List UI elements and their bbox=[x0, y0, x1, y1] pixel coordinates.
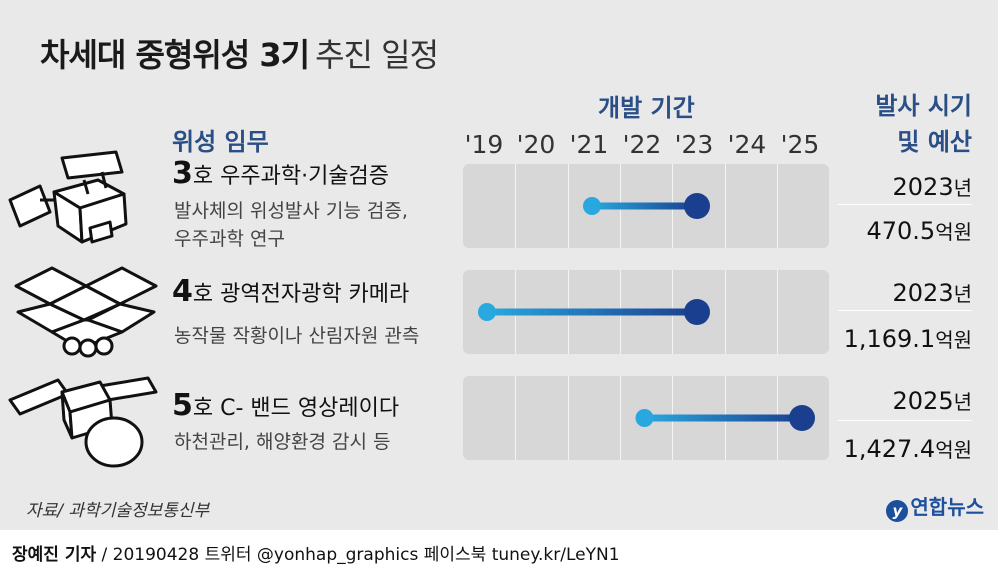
satellite-5-name: 5호 C- 밴드 영상레이다 bbox=[172, 388, 399, 423]
source-credit: 자료/ 과학기술정보통신부 bbox=[26, 501, 210, 521]
page-title: 차세대 중형위성 3기 추진 일정 bbox=[40, 30, 439, 76]
budget-unit: 억원 bbox=[935, 220, 972, 244]
header-development-period: 개발 기간 bbox=[598, 94, 695, 122]
footer-credit: 장예진 기자 / 20190428 트위터 @yonhap_graphics 페… bbox=[12, 540, 620, 565]
satellite-4-launch-year: 2023년 bbox=[893, 278, 972, 307]
x-tick-label: '23 bbox=[674, 130, 714, 159]
satellite-3-number: 3 bbox=[172, 156, 193, 191]
timeline-bar-5 bbox=[635, 405, 815, 431]
title-main: 차세대 중형위성 3기 bbox=[40, 36, 310, 74]
satellite-3-launch-year: 2023년 bbox=[893, 172, 972, 201]
logo-text: 연합뉴스 bbox=[910, 495, 984, 519]
budget-value: 470.5 bbox=[866, 217, 936, 245]
satellite-3-icon bbox=[8, 150, 128, 244]
budget-value: 1,169.1 bbox=[843, 325, 936, 353]
satellite-4-name: 4호 광역전자광학 카메라 bbox=[172, 274, 409, 309]
satellite-3-suffix: 호 bbox=[192, 164, 214, 189]
satellite-4-number: 4 bbox=[172, 274, 193, 309]
bar-start-point bbox=[478, 303, 496, 321]
satellite-5-suffix: 호 bbox=[192, 396, 214, 421]
row-separator bbox=[838, 204, 972, 205]
x-tick-label: '19 bbox=[464, 130, 504, 159]
satellite-4-budget: 1,169.1억원 bbox=[844, 324, 972, 353]
launch-year-value: 2025 bbox=[892, 387, 954, 415]
header-launch-line1: 발사 시기 bbox=[875, 92, 972, 120]
launch-year-value: 2023 bbox=[892, 173, 954, 201]
satellite-4-description: 농작물 작황이나 산림자원 관측 bbox=[174, 322, 419, 350]
satellite-5-number: 5 bbox=[172, 388, 193, 423]
title-sub: 추진 일정 bbox=[315, 36, 439, 74]
x-tick-label: '22 bbox=[622, 130, 662, 159]
logo-mark-icon: y bbox=[886, 500, 909, 522]
bar-end-point bbox=[789, 405, 815, 431]
header-launch: 발사 시기 및 예산 bbox=[875, 88, 972, 160]
timeline-bar-4 bbox=[478, 299, 710, 325]
year-unit: 년 bbox=[953, 176, 972, 200]
bar-end-point bbox=[684, 299, 710, 325]
year-unit: 년 bbox=[953, 282, 972, 306]
satellite-3-desc-line1: 발사체의 위성발사 기능 검증, bbox=[174, 200, 408, 222]
bar-start-point bbox=[583, 197, 601, 215]
x-tick-label: '24 bbox=[727, 130, 767, 159]
satellite-5-desc-line1: 하천관리, 해양환경 감시 등 bbox=[174, 431, 391, 453]
row-separator bbox=[838, 420, 972, 421]
budget-unit: 억원 bbox=[935, 438, 972, 462]
satellite-3-mission: 우주과학·기술검증 bbox=[220, 164, 390, 189]
satellite-3-name: 3호 우주과학·기술검증 bbox=[172, 156, 389, 191]
yonhap-logo: y 연합뉴스 bbox=[886, 491, 984, 522]
budget-value: 1,427.4 bbox=[843, 435, 936, 463]
infographic-card: 차세대 중형위성 3기 추진 일정 개발 기간 발사 시기 및 예산 위성 임무 … bbox=[0, 0, 998, 530]
timeline-bars bbox=[478, 193, 815, 431]
budget-unit: 억원 bbox=[935, 328, 972, 352]
satellite-3-description: 발사체의 위성발사 기능 검증, 우주과학 연구 bbox=[174, 197, 408, 253]
x-tick-label: '25 bbox=[780, 130, 820, 159]
satellite-3-budget: 470.5억원 bbox=[866, 216, 972, 245]
bar-start-point bbox=[635, 409, 654, 427]
satellite-4-suffix: 호 bbox=[192, 282, 214, 307]
launch-year-value: 2023 bbox=[892, 279, 954, 307]
footer-author: 장예진 기자 bbox=[12, 545, 97, 565]
satellite-5-mission: C- 밴드 영상레이다 bbox=[220, 396, 400, 421]
satellite-5-description: 하천관리, 해양환경 감시 등 bbox=[174, 428, 390, 456]
header-mission: 위성 임무 bbox=[172, 128, 269, 156]
header-launch-line2: 및 예산 bbox=[897, 128, 972, 156]
satellite-4-icon bbox=[14, 266, 158, 358]
x-tick-label: '21 bbox=[569, 130, 609, 159]
bar-end-point bbox=[684, 193, 710, 219]
x-tick-label: '20 bbox=[516, 130, 556, 159]
timeline-bar-3 bbox=[583, 193, 710, 219]
satellite-5-budget: 1,427.4억원 bbox=[844, 434, 972, 463]
satellite-5-icon bbox=[8, 376, 158, 468]
satellite-4-desc-line1: 농작물 작황이나 산림자원 관측 bbox=[174, 325, 420, 347]
satellite-5-launch-year: 2025년 bbox=[893, 386, 972, 415]
row-separator bbox=[838, 310, 972, 311]
satellite-3-desc-line2: 우주과학 연구 bbox=[174, 228, 285, 250]
year-unit: 년 bbox=[953, 390, 972, 414]
footer-rest: / 20190428 트위터 @yonhap_graphics 페이스북 tun… bbox=[96, 545, 620, 565]
satellite-4-mission: 광역전자광학 카메라 bbox=[220, 282, 410, 307]
